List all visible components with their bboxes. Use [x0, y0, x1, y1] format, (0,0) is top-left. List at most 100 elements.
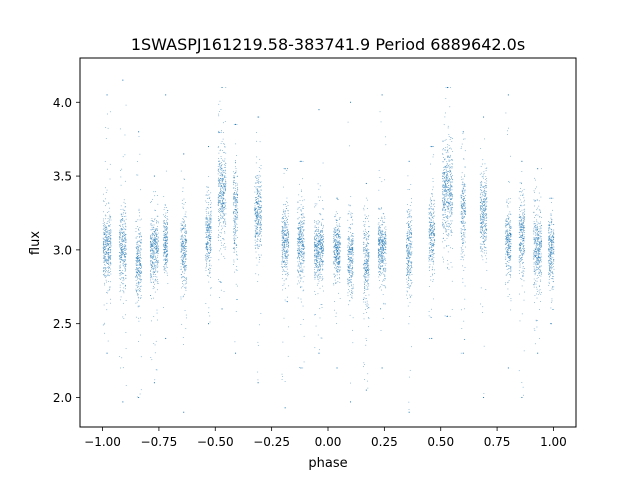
data-point — [121, 239, 123, 241]
data-point — [110, 258, 111, 259]
data-point — [185, 239, 186, 240]
data-point — [316, 276, 318, 277]
data-point — [352, 239, 354, 241]
data-point — [218, 184, 219, 186]
data-point — [281, 230, 283, 232]
data-point — [110, 217, 111, 219]
data-point — [119, 231, 121, 233]
data-point — [317, 274, 319, 276]
data-point — [150, 249, 151, 251]
data-point — [102, 247, 104, 248]
data-point — [297, 238, 298, 239]
data-point — [299, 233, 301, 235]
data-point — [153, 231, 155, 232]
data-point — [224, 177, 225, 179]
data-point — [119, 275, 121, 277]
data-point — [153, 221, 155, 222]
data-point — [365, 263, 367, 265]
data-point — [185, 267, 187, 268]
data-point — [185, 241, 186, 243]
data-point — [136, 396, 138, 398]
data-point — [259, 209, 261, 210]
data-point — [336, 233, 338, 234]
data-point — [237, 202, 239, 204]
data-point — [120, 258, 122, 260]
data-point — [105, 229, 107, 230]
data-point — [220, 213, 222, 215]
data-point — [109, 288, 111, 290]
data-point — [207, 194, 209, 196]
data-point — [220, 197, 222, 199]
data-point — [365, 272, 367, 274]
data-point — [122, 241, 124, 243]
data-point — [164, 252, 165, 254]
data-point — [257, 232, 259, 234]
data-point — [337, 227, 339, 229]
data-point — [283, 238, 285, 240]
data-point — [208, 237, 210, 239]
data-point — [185, 250, 187, 252]
data-point — [259, 212, 261, 214]
data-point — [286, 217, 287, 218]
data-point — [184, 179, 186, 180]
data-point — [235, 205, 236, 207]
data-point — [302, 319, 304, 320]
data-point — [233, 251, 235, 253]
data-point — [317, 247, 319, 249]
data-point — [107, 243, 109, 245]
data-point — [221, 225, 223, 227]
data-point — [233, 188, 235, 189]
data-point — [284, 255, 286, 256]
data-point — [155, 242, 157, 244]
data-point — [225, 169, 226, 171]
data-point — [154, 258, 155, 260]
data-point — [320, 243, 322, 244]
data-point — [122, 228, 124, 230]
data-point — [254, 213, 256, 215]
data-point — [110, 238, 112, 240]
data-point — [210, 241, 211, 242]
data-point — [223, 172, 224, 174]
data-point — [218, 131, 220, 133]
data-point — [220, 186, 222, 188]
data-point — [260, 197, 262, 198]
data-point — [254, 203, 256, 204]
data-point — [367, 243, 369, 244]
data-point — [348, 269, 350, 271]
data-point — [352, 238, 353, 240]
data-point — [208, 312, 209, 313]
data-point — [157, 283, 159, 284]
data-point — [259, 193, 260, 194]
data-point — [218, 259, 220, 261]
data-point — [379, 244, 380, 246]
data-point — [337, 258, 339, 259]
data-point — [352, 284, 354, 286]
data-point — [182, 281, 183, 282]
data-point — [164, 233, 165, 235]
data-point — [125, 252, 126, 253]
data-point — [234, 230, 236, 231]
data-point — [368, 258, 370, 259]
data-point — [124, 266, 126, 268]
data-point — [314, 225, 316, 227]
data-point — [122, 229, 123, 230]
data-point — [151, 246, 153, 247]
data-point — [185, 269, 187, 270]
data-point — [210, 218, 212, 219]
data-point — [320, 244, 321, 245]
data-point — [316, 256, 317, 258]
data-point — [235, 235, 237, 237]
data-point — [317, 242, 318, 244]
data-point — [234, 222, 236, 223]
data-point — [165, 258, 167, 260]
data-point — [108, 202, 109, 204]
data-point — [136, 257, 138, 258]
data-point — [338, 245, 340, 247]
data-point — [225, 221, 227, 223]
data-point — [234, 198, 236, 200]
data-point — [157, 267, 158, 268]
data-point — [352, 317, 354, 319]
data-point — [236, 251, 237, 253]
data-point — [154, 291, 156, 293]
data-point — [138, 250, 139, 252]
